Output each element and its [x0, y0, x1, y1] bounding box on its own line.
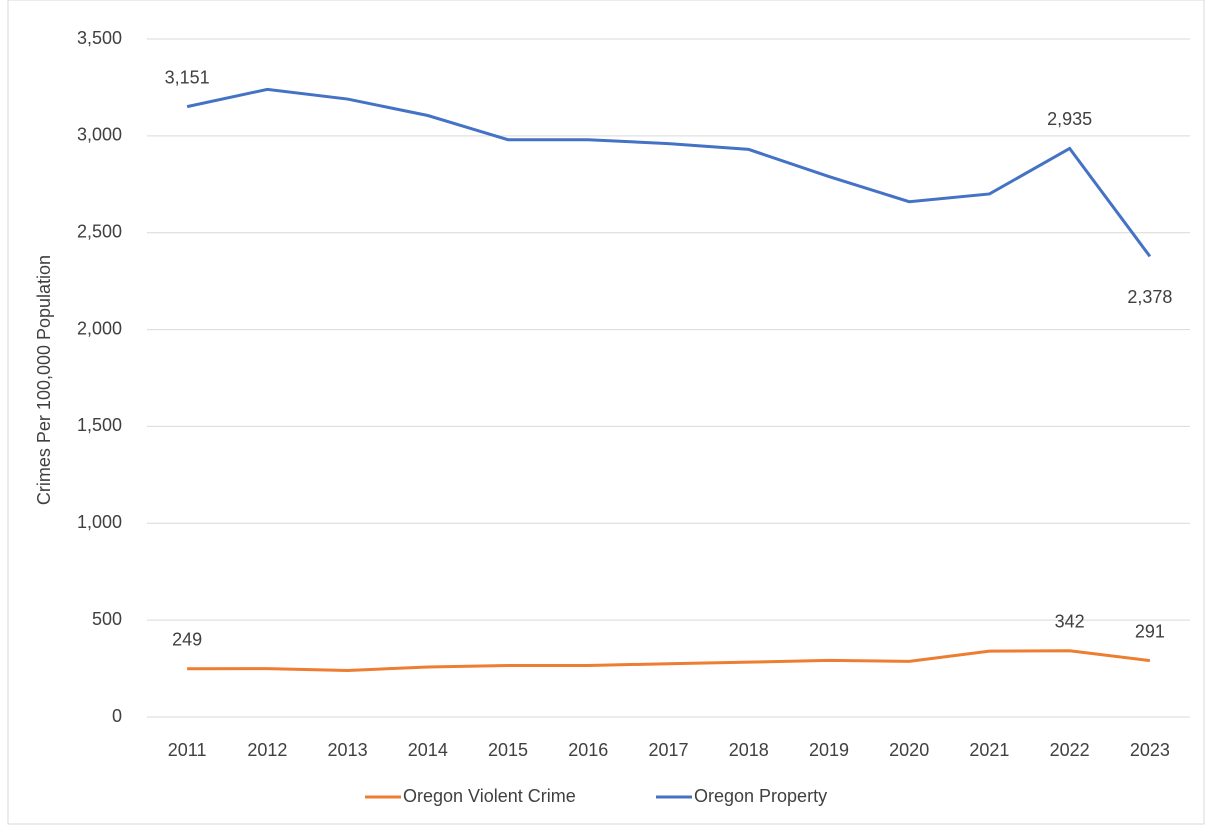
x-tick-label: 2018 [729, 740, 769, 760]
x-tick-label: 2012 [247, 740, 287, 760]
chart-border [7, 0, 1205, 825]
legend-label: Oregon Property [694, 786, 827, 806]
x-tick-label: 2013 [328, 740, 368, 760]
data-label: 2,935 [1047, 109, 1092, 129]
data-label: 2,378 [1127, 287, 1172, 307]
x-tick-label: 2017 [648, 740, 688, 760]
x-tick-label: 2014 [408, 740, 448, 760]
x-tick-label: 2023 [1130, 740, 1170, 760]
y-tick-label: 3,000 [77, 125, 122, 145]
data-label: 249 [172, 630, 202, 650]
y-tick-label: 2,500 [77, 221, 122, 241]
y-tick-label: 2,000 [77, 318, 122, 338]
x-tick-label: 2016 [568, 740, 608, 760]
x-tick-label: 2011 [168, 740, 207, 760]
y-tick-label: 500 [92, 609, 122, 629]
series-line [187, 649, 1151, 673]
data-label: 3,151 [165, 67, 210, 87]
series-line [186, 87, 1152, 258]
data-label: 291 [1135, 621, 1165, 641]
y-tick-label: 1,500 [77, 415, 122, 435]
y-tick-label: 0 [112, 706, 122, 726]
y-axis-label: Crimes Per 100,000 Population [34, 255, 54, 505]
legend-label: Oregon Violent Crime [403, 786, 576, 806]
x-tick-label: 2019 [809, 740, 849, 760]
x-tick-label: 2020 [889, 740, 929, 760]
x-tick-label: 2021 [969, 740, 1009, 760]
data-label: 342 [1055, 611, 1085, 631]
y-tick-label: 3,500 [77, 28, 122, 48]
x-tick-label: 2015 [488, 740, 528, 760]
y-tick-label: 1,000 [77, 512, 122, 532]
x-tick-label: 2022 [1050, 740, 1090, 760]
